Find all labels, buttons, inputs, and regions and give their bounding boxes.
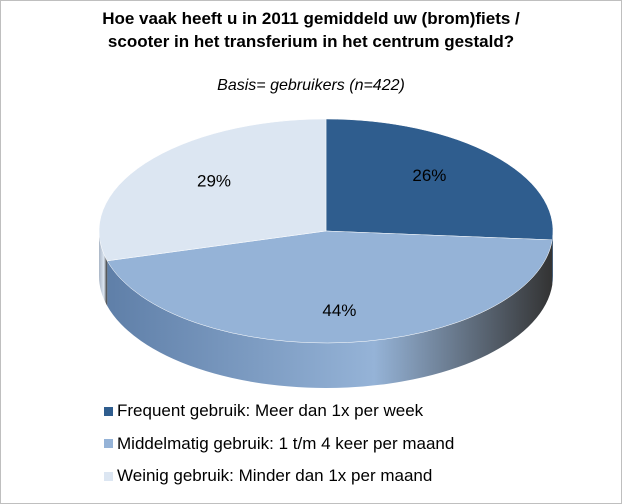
data-label: 44%	[322, 301, 356, 320]
pie-side	[107, 239, 553, 388]
pie-slice	[325, 118, 554, 241]
legend-item: Frequent gebruik: Meer dan 1x per week	[104, 395, 454, 428]
pie-slice	[106, 230, 553, 344]
legend-item: Middelmatig gebruik: 1 t/m 4 keer per ma…	[104, 428, 454, 461]
legend-swatch	[104, 471, 113, 481]
legend-swatch	[104, 439, 113, 449]
pie-side	[552, 231, 553, 285]
pie-slice	[98, 118, 327, 262]
legend-swatch	[104, 406, 113, 416]
data-label: 26%	[412, 166, 446, 185]
legend-label: Middelmatig gebruik: 1 t/m 4 keer per ma…	[117, 433, 455, 453]
legend-label: Frequent gebruik: Meer dan 1x per week	[117, 401, 424, 421]
legend-item: Weinig gebruik: Minder dan 1x per maand	[104, 460, 454, 493]
legend-label: Weinig gebruik: Minder dan 1x per maand	[117, 466, 433, 486]
pie-side	[99, 231, 108, 306]
chart-subtitle: Basis= gebruikers (n=422)	[217, 77, 405, 94]
legend: Frequent gebruik: Meer dan 1x per week Mi…	[104, 395, 454, 493]
data-label: 29%	[197, 172, 231, 191]
chart-title: Hoe vaak heeft u in 2011 gemiddeld uw (b…	[102, 9, 520, 51]
